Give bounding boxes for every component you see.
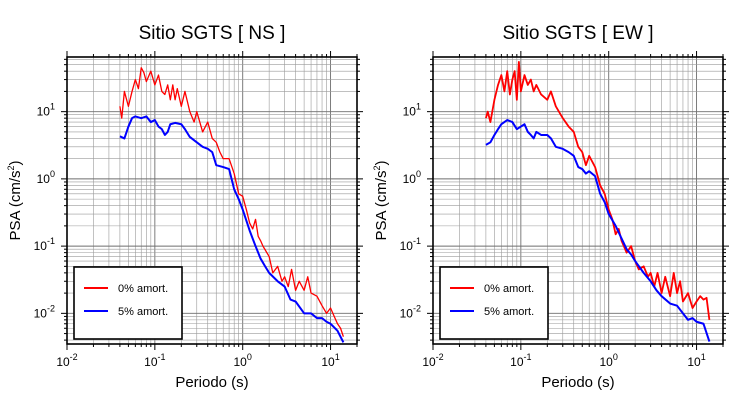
series-line-damping-5 bbox=[485, 119, 711, 342]
chart-ns: 10-2 10-1 100 101 10-2 10-1 100 101 Sitio SGTS [… bbox=[6, 23, 363, 391]
x-tick-label: 100 bbox=[234, 352, 252, 369]
legend-label: 0% amort. bbox=[484, 283, 534, 295]
x-tick-label: 101 bbox=[687, 352, 705, 369]
y-tick-label: 100 bbox=[403, 169, 421, 186]
y-tick-label: 100 bbox=[37, 169, 55, 186]
y-axis-label: PSA (cm/s2) bbox=[372, 160, 390, 240]
legend-box bbox=[439, 266, 549, 340]
plot-frame bbox=[432, 56, 724, 345]
chart-title: Sitio SGTS [ NS ] bbox=[139, 23, 286, 44]
x-tick-label: 101 bbox=[321, 352, 339, 369]
y-tick-label: 101 bbox=[403, 102, 421, 119]
y-tick-label: 10-2 bbox=[400, 303, 421, 320]
legend: 0% amort. 5% amort. bbox=[439, 266, 549, 340]
x-axis-label: Periodo (s) bbox=[541, 374, 614, 391]
y-tick-label: 10-2 bbox=[34, 303, 55, 320]
chart-title: Sitio SGTS [ EW ] bbox=[503, 23, 654, 44]
legend-label: 5% amort. bbox=[484, 306, 534, 318]
y-axis-label: PSA (cm/s2) bbox=[6, 160, 24, 240]
y-tick-label: 10-1 bbox=[400, 236, 421, 253]
x-tick-label: 10-2 bbox=[422, 352, 443, 369]
x-tick-label: 10-2 bbox=[56, 352, 77, 369]
series-line-damping-0 bbox=[485, 60, 711, 320]
x-axis-label: Periodo (s) bbox=[175, 374, 248, 391]
x-tick-label: 10-1 bbox=[510, 352, 531, 369]
plot-frame bbox=[66, 56, 358, 345]
legend-box bbox=[73, 266, 183, 340]
x-tick-label: 100 bbox=[600, 352, 618, 369]
series-line-damping-0 bbox=[119, 67, 345, 337]
legend: 0% amort. 5% amort. bbox=[73, 266, 183, 340]
x-tick-label: 10-1 bbox=[144, 352, 165, 369]
legend-label: 0% amort. bbox=[118, 283, 168, 295]
y-tick-label: 10-1 bbox=[34, 236, 55, 253]
y-tick-label: 101 bbox=[37, 102, 55, 119]
chart-ew: 10-2 10-1 100 101 10-2 10-1 100 101 Sitio SGTS [… bbox=[372, 23, 729, 391]
series-line-damping-5 bbox=[119, 115, 345, 343]
legend-label: 5% amort. bbox=[118, 306, 168, 318]
